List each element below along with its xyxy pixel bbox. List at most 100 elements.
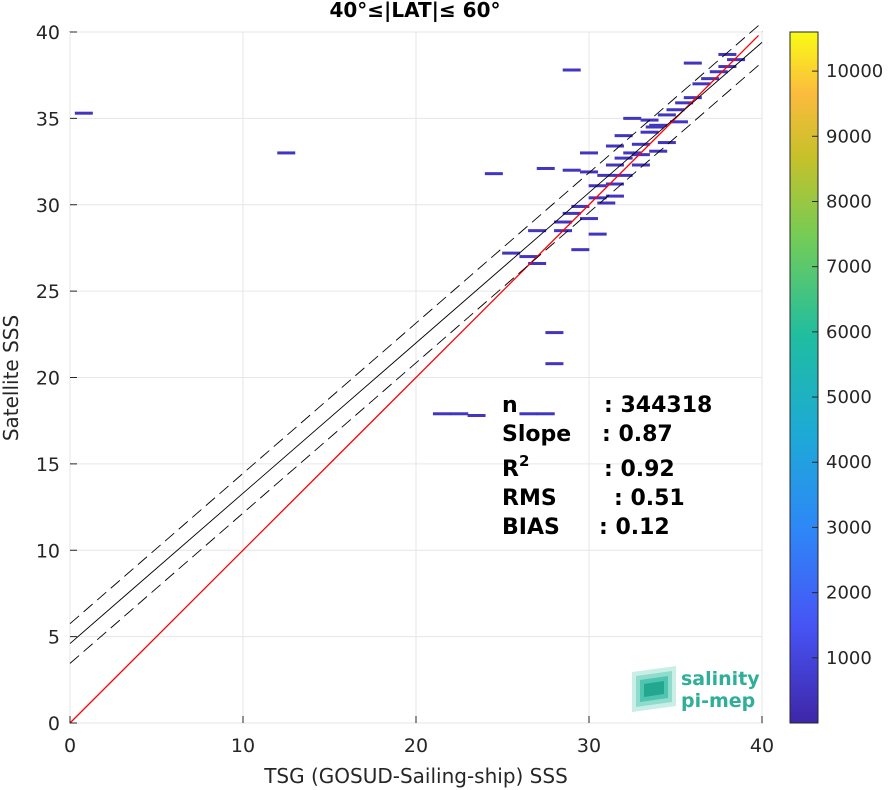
stat-label: Slope [502, 422, 571, 447]
density-bin [580, 151, 598, 155]
regression-line [69, 42, 763, 644]
density-bin [519, 255, 538, 259]
density-bin [649, 123, 668, 127]
density-bin [467, 414, 486, 418]
density-bin [562, 168, 581, 172]
density-bin [588, 232, 607, 236]
y-tick-label: 5 [48, 627, 60, 649]
colorbar-tick-label: 2000 [826, 583, 872, 604]
x-tick-label: 0 [64, 735, 76, 757]
density-bin [669, 120, 688, 124]
density-bin [657, 113, 676, 117]
density-bin [502, 251, 521, 255]
colorbar-tick-label: 4000 [826, 452, 872, 473]
colorbar-tick-label: 7000 [826, 257, 872, 278]
density-bin [484, 172, 503, 176]
density-bin [605, 163, 624, 167]
density-bin [709, 70, 728, 74]
density-bin [588, 196, 607, 200]
density-bin [562, 211, 581, 215]
density-bin [645, 125, 664, 129]
density-bin [554, 220, 573, 224]
y-tick-label: 40 [36, 22, 60, 44]
density-bin [675, 101, 694, 105]
density-bin [450, 412, 469, 416]
density-bin [519, 412, 538, 416]
density-bin [536, 166, 555, 170]
density-bin [545, 331, 564, 335]
density-bin [597, 173, 616, 177]
svg-text:salinity: salinity [681, 668, 760, 690]
x-tick-label: 10 [231, 735, 255, 757]
colorbar-tick-label: 8000 [826, 191, 872, 212]
stat-value: : 0.51 [614, 486, 685, 511]
y-tick-label: 25 [36, 281, 60, 303]
density-bin [631, 163, 650, 167]
stat-value: : 0.12 [599, 515, 670, 540]
density-bin [588, 184, 607, 188]
density-bin [640, 130, 659, 134]
density-bin [718, 52, 737, 56]
colorbar-tick-label: 3000 [826, 517, 872, 538]
density-bin [614, 156, 633, 160]
density-bin [727, 58, 746, 62]
chart-title: 40°≤|LAT|≤ 60° [329, 0, 500, 22]
density-bin [701, 77, 720, 81]
density-bin [623, 116, 642, 120]
stat-label: RMS [502, 486, 557, 511]
colorbar [789, 31, 819, 724]
density-bin [623, 151, 642, 155]
density-bin [562, 68, 581, 72]
density-bin [580, 170, 598, 174]
density-bin [631, 142, 650, 146]
stat-label: BIAS [502, 515, 560, 540]
density-bin [683, 96, 702, 100]
colorbar-tick-label: 5000 [826, 387, 872, 408]
density-bin [631, 153, 650, 157]
y-axis-label: Satellite SSS [0, 315, 23, 441]
stat-value: : 344318 [604, 393, 712, 418]
colorbar-tick-label: 6000 [826, 322, 872, 343]
stat-value: : 0.87 [602, 422, 673, 447]
one-to-one-line [69, 34, 759, 724]
density-bin [545, 362, 564, 366]
y-tick-label: 30 [36, 195, 60, 217]
density-bin [597, 201, 616, 205]
colorbar-ticks: 1000 2000 3000 4000 5000 6000 7000 8000 9000 1000… [812, 61, 883, 669]
density-bin [580, 217, 598, 221]
salinity-pi-mep-logo: salinity pi-mep [632, 666, 760, 712]
x-tick-label: 20 [404, 735, 428, 757]
y-tick-label: 20 [36, 368, 60, 390]
density-bin [605, 182, 624, 186]
y-axis-ticks: 0 5 10 15 20 25 30 35 40 [36, 22, 77, 735]
density-bin [432, 412, 451, 416]
density-bin [74, 111, 93, 115]
y-tick-label: 10 [36, 540, 60, 562]
x-tick-label: 40 [750, 735, 774, 757]
confidence-band-line [69, 22, 763, 625]
density-bin [571, 204, 590, 208]
density-bin [649, 149, 668, 153]
colorbar-tick-label: 10000 [826, 61, 883, 82]
density-bin [605, 194, 624, 198]
density-bin [692, 82, 711, 86]
svg-text:pi-mep: pi-mep [681, 690, 755, 712]
x-axis-ticks: 0 10 20 30 40 [64, 716, 774, 757]
confidence-band-line [69, 61, 763, 664]
colorbar-tick-label: 9000 [826, 126, 872, 147]
y-tick-label: 15 [36, 454, 60, 476]
colorbar-tick-label: 1000 [826, 648, 872, 669]
reference-lines [69, 22, 763, 724]
density-bin [571, 248, 590, 252]
density-bin [536, 412, 555, 416]
density-bin [657, 141, 676, 145]
x-axis-label: TSG (GOSUD-Sailing-ship) SSS [263, 764, 568, 788]
y-tick-label: 0 [48, 713, 60, 735]
density-bin [605, 144, 624, 148]
density-bin [666, 108, 685, 112]
density-bin [528, 229, 547, 233]
density-bin [277, 151, 296, 155]
density-bin [614, 173, 633, 177]
x-tick-label: 30 [577, 735, 601, 757]
